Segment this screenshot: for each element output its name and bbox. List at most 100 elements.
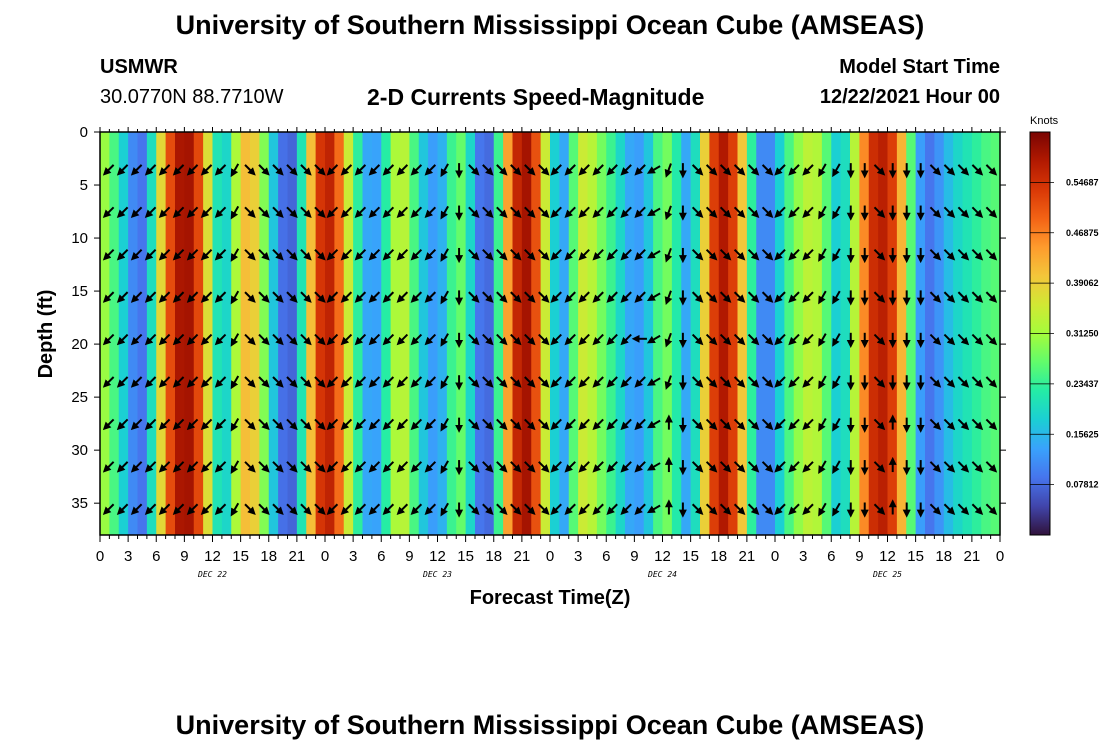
current-vector [354, 164, 367, 176]
current-vector [172, 376, 185, 388]
current-vector [286, 249, 298, 261]
y-axis-label: Depth (ft) [35, 290, 57, 379]
current-vector [172, 206, 185, 219]
current-vector [538, 291, 550, 303]
x-tick-label: 6 [602, 548, 610, 565]
current-vector [258, 376, 270, 388]
x-tick-label: 12 [429, 548, 446, 565]
current-vector [719, 461, 732, 473]
current-vector [396, 418, 409, 431]
current-vector [272, 249, 284, 261]
current-vector [496, 418, 508, 431]
current-vector [971, 291, 984, 303]
heatmap-cell [493, 132, 504, 535]
x-tick-label: 15 [232, 548, 249, 565]
current-vector [440, 205, 449, 220]
current-vector [774, 164, 786, 176]
current-vector [244, 164, 256, 176]
current-vector [705, 249, 718, 261]
current-vector [340, 503, 353, 515]
current-vector [258, 249, 270, 261]
current-vector [818, 502, 827, 517]
current-vector [761, 291, 774, 303]
current-vector [102, 291, 115, 303]
current-vector [578, 249, 590, 261]
x-tick-label: 0 [96, 548, 104, 565]
current-vector [943, 418, 956, 431]
current-vector [747, 249, 760, 261]
current-vector [985, 164, 998, 176]
current-vector [410, 418, 423, 431]
current-vector [592, 164, 604, 176]
current-vector [985, 291, 998, 303]
current-vector [747, 164, 760, 176]
current-vector [244, 418, 256, 431]
current-vector [272, 503, 284, 515]
current-vector [230, 417, 240, 432]
current-vector [538, 461, 550, 473]
heatmap-cell [775, 132, 785, 535]
current-vector [102, 461, 115, 473]
current-vector [957, 249, 970, 261]
current-vector [326, 206, 339, 219]
colorbar-ticks: 0.07812 0.15625 0.23437 0.31250 0.39062 0.468… [1030, 177, 1099, 490]
current-vector [102, 164, 115, 176]
heatmap-cell [840, 132, 851, 535]
current-vector [957, 503, 970, 515]
colorbar-tick-label: 0.23437 [1066, 379, 1099, 389]
current-vector [186, 461, 199, 473]
current-vector [592, 461, 604, 473]
current-vector [733, 418, 746, 431]
current-vector [314, 164, 326, 176]
current-vector [382, 206, 395, 219]
current-vector [326, 291, 339, 303]
colorbar: Knots 0.07812 0.15625 0.23437 0.31250 0.3906… [1029, 115, 1099, 536]
heatmap-cell [521, 132, 532, 535]
current-vector [971, 249, 984, 261]
current-vector [424, 164, 437, 176]
current-vector [300, 206, 312, 219]
current-vector [214, 418, 227, 431]
current-vector [496, 206, 508, 219]
heatmap-cell [671, 132, 682, 535]
current-vector [158, 418, 171, 431]
heatmap-cell [728, 132, 739, 535]
current-vector [634, 461, 646, 473]
current-vector [368, 291, 381, 303]
current-vector [200, 206, 213, 219]
current-vector [200, 503, 213, 515]
current-vector [929, 461, 942, 473]
current-vector [272, 418, 284, 431]
current-vector [646, 250, 661, 259]
heatmap-cell [568, 132, 579, 535]
current-vector [985, 206, 998, 219]
current-vector [410, 376, 423, 388]
heatmap-cell [465, 132, 476, 535]
heatmap-cell [193, 132, 204, 535]
current-vector [788, 376, 800, 388]
current-vector [719, 291, 732, 303]
current-vector [424, 503, 437, 515]
current-vector [116, 376, 129, 388]
x-tick-label: 9 [855, 548, 863, 565]
current-vector [818, 248, 827, 262]
current-vector [957, 206, 970, 219]
current-vector [440, 163, 449, 178]
current-vector [564, 206, 576, 219]
heatmap-cell [475, 132, 485, 535]
current-vector [396, 164, 409, 176]
current-vector [620, 164, 632, 176]
heatmap-cell [315, 132, 326, 535]
current-vector [802, 418, 814, 431]
current-vector [747, 333, 760, 346]
current-vector [230, 163, 240, 178]
current-vector [818, 460, 827, 475]
current-vector [550, 291, 562, 303]
current-vector [200, 461, 213, 473]
current-vector [705, 164, 718, 176]
current-vector [368, 164, 381, 176]
current-vector [634, 376, 646, 388]
current-vector [818, 205, 827, 220]
heatmap-cell [700, 132, 710, 535]
current-vector [230, 205, 240, 220]
